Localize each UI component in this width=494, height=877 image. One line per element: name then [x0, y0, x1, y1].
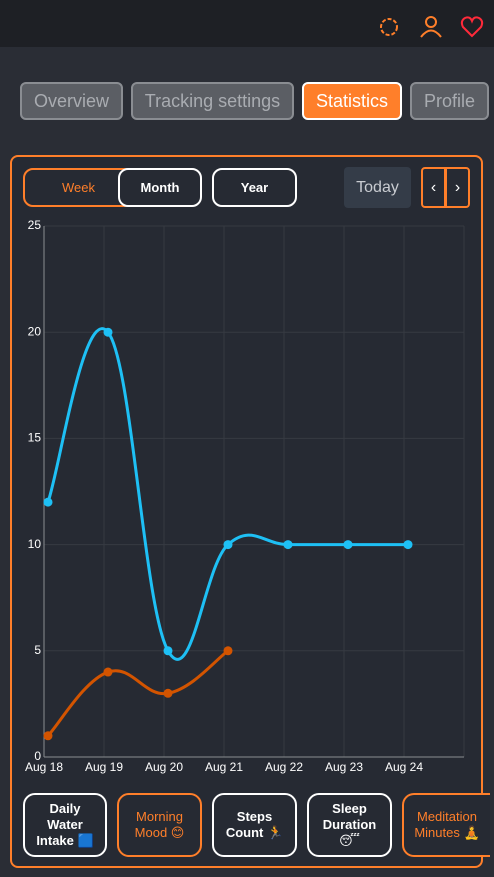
user-icon[interactable] — [420, 16, 442, 38]
period-button[interactable]: Week — [23, 168, 134, 207]
today-button[interactable]: Today — [344, 167, 411, 208]
metric-button[interactable]: Morning Mood 😊 — [117, 793, 202, 857]
metric-button[interactable]: Daily Water Intake 🟦 — [23, 793, 107, 857]
metric-button[interactable]: Sleep Duration 😴 — [307, 793, 392, 857]
next-button[interactable]: › — [445, 167, 470, 208]
prev-button[interactable]: ‹ — [421, 167, 446, 208]
tab[interactable]: Profile — [410, 82, 489, 120]
top-bar — [0, 0, 494, 47]
metric-button[interactable]: Steps Count 🏃 — [212, 793, 297, 857]
tab[interactable]: Tracking settings — [131, 82, 294, 120]
period-button[interactable]: Month — [118, 168, 202, 207]
tab[interactable]: Statistics — [302, 82, 402, 120]
settings-icon[interactable] — [380, 18, 398, 36]
tab[interactable]: Overview — [20, 82, 123, 120]
heart-icon[interactable] — [460, 16, 484, 38]
top-icons — [380, 16, 484, 38]
period-button[interactable]: Year — [212, 168, 297, 207]
panel — [10, 155, 483, 868]
metric-button[interactable]: Meditation Minutes 🧘 — [402, 793, 490, 857]
